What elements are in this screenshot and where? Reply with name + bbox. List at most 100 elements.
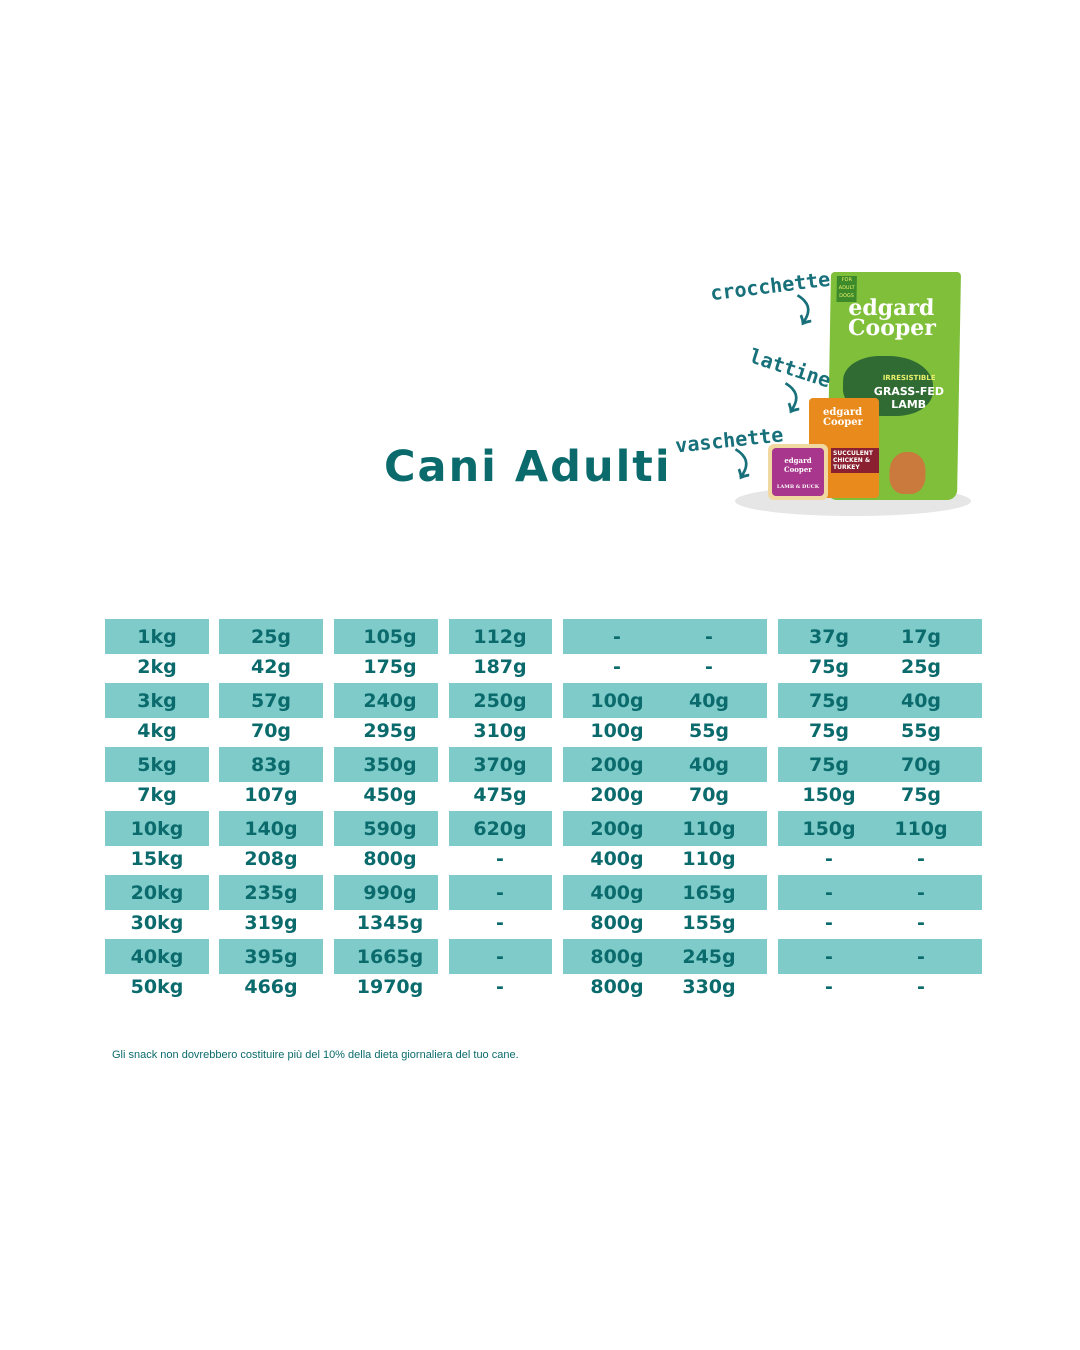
table-cell: - (917, 976, 925, 998)
table-cell: 2kg (137, 656, 177, 678)
row-band (778, 683, 982, 718)
table-cell: 800g (363, 848, 417, 870)
table-cell: - (705, 656, 713, 678)
table-cell: 245g (682, 946, 736, 968)
table-cell: 450g (363, 784, 417, 806)
table-cell: 70g (250, 720, 292, 742)
table-cell: 55g (900, 720, 942, 742)
table-cell: - (705, 626, 713, 648)
table-cell: 17g (900, 626, 942, 648)
table-cell: 240g (363, 690, 417, 712)
table-cell: 3kg (137, 690, 177, 712)
table-cell: 350g (363, 754, 417, 776)
table-cell: - (825, 848, 833, 870)
footnote: Gli snack non dovrebbero costituire più … (112, 1049, 519, 1061)
table-cell: 75g (808, 656, 850, 678)
tray-product-name: LAMB & DUCK (776, 484, 820, 490)
table-cell: - (917, 946, 925, 968)
row-band (105, 875, 209, 910)
row-band (334, 683, 438, 718)
table-cell: 150g (802, 784, 856, 806)
table-cell: - (496, 912, 504, 934)
table-cell: 1kg (137, 626, 177, 648)
table-cell: 235g (244, 882, 298, 904)
table-cell: 42g (250, 656, 292, 678)
table-cell: 620g (473, 818, 527, 840)
table-cell: 1970g (356, 976, 424, 998)
table-cell: 200g (590, 754, 644, 776)
table-cell: 112g (473, 626, 527, 648)
row-band (105, 683, 209, 718)
table-cell: 990g (363, 882, 417, 904)
table-cell: 57g (250, 690, 292, 712)
table-cell: 40kg (130, 946, 184, 968)
row-band (219, 619, 323, 654)
table-cell: 250g (473, 690, 527, 712)
table-cell: 75g (808, 754, 850, 776)
table-cell: 590g (363, 818, 417, 840)
dog-icon (889, 452, 926, 494)
table-cell: 155g (682, 912, 736, 934)
row-band (105, 811, 209, 846)
table-cell: - (613, 656, 621, 678)
row-band (778, 811, 982, 846)
table-cell: 75g (808, 690, 850, 712)
table-cell: - (496, 946, 504, 968)
table-cell: 83g (250, 754, 292, 776)
row-band (778, 939, 982, 974)
row-band (449, 811, 552, 846)
table-cell: 110g (682, 848, 736, 870)
row-band (778, 747, 982, 782)
table-cell: 110g (682, 818, 736, 840)
row-band (219, 875, 323, 910)
table-cell: 15kg (130, 848, 184, 870)
table-cell: 208g (244, 848, 298, 870)
table-cell: 100g (590, 720, 644, 742)
table-cell: 75g (900, 784, 942, 806)
table-cell: 395g (244, 946, 298, 968)
table-cell: 319g (244, 912, 298, 934)
row-band (449, 939, 552, 974)
table-cell: 40g (900, 690, 942, 712)
table-cell: - (496, 976, 504, 998)
row-band (334, 747, 438, 782)
can-product-name: SUCCULENT CHICKEN & TURKEY (831, 448, 879, 473)
table-cell: 70g (688, 784, 730, 806)
table-cell: - (825, 946, 833, 968)
row-band (105, 747, 209, 782)
table-cell: 800g (590, 976, 644, 998)
table-cell: 400g (590, 882, 644, 904)
row-band (219, 747, 323, 782)
table-cell: 200g (590, 818, 644, 840)
bag-logo: edgard Cooper (847, 295, 937, 341)
row-band (563, 875, 767, 910)
table-cell: 110g (894, 818, 948, 840)
table-cell: 40g (688, 690, 730, 712)
table-cell: 150g (802, 818, 856, 840)
table-cell: 37g (808, 626, 850, 648)
row-band (778, 875, 982, 910)
table-cell: 4kg (137, 720, 177, 742)
table-cell: 200g (590, 784, 644, 806)
table-cell: 800g (590, 912, 644, 934)
row-band (334, 811, 438, 846)
table-cell: 175g (363, 656, 417, 678)
tray: edgard Cooper LAMB & DUCK (768, 444, 828, 500)
table-cell: 100g (590, 690, 644, 712)
row-band (563, 683, 767, 718)
table-cell: - (496, 848, 504, 870)
table-cell: 70g (900, 754, 942, 776)
table-cell: 20kg (130, 882, 184, 904)
bag-line1: IRRESISTIBLE (882, 374, 936, 382)
row-band (563, 747, 767, 782)
row-band (219, 939, 323, 974)
table-cell: 800g (590, 946, 644, 968)
table-cell: - (917, 882, 925, 904)
row-band (449, 683, 552, 718)
table-cell: 25g (900, 656, 942, 678)
table-cell: 165g (682, 882, 736, 904)
row-band (219, 683, 323, 718)
row-band (105, 939, 209, 974)
tray-logo: edgard Cooper (784, 456, 812, 474)
row-band (449, 875, 552, 910)
